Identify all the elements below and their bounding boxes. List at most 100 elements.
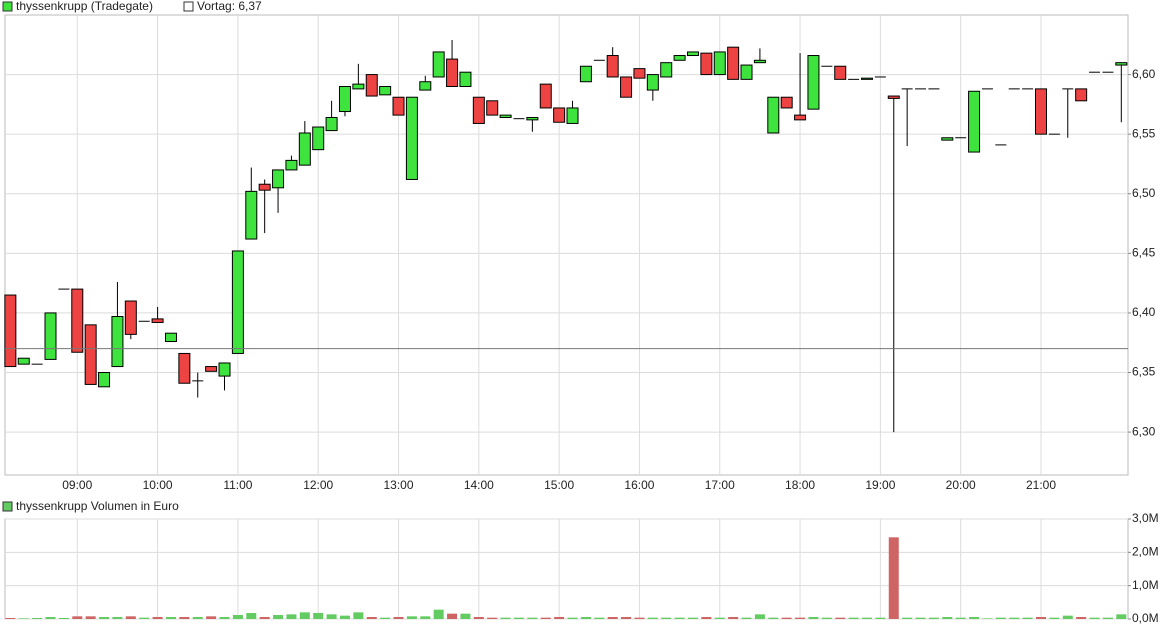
candle-body (178, 352, 191, 384)
volume-bar (714, 617, 725, 619)
volume-bar (821, 617, 832, 619)
legend-label: thyssenkrupp (Tradegate) (16, 0, 153, 13)
volume-bar (165, 617, 176, 619)
x-tick-label: 13:00 (384, 478, 414, 492)
candle-body (807, 55, 820, 110)
y-tick-label: 1,0M (1132, 578, 1159, 592)
volume-bar (1116, 614, 1127, 619)
candle-body (405, 96, 418, 180)
candle-body (84, 324, 97, 385)
x-tick-label: 10:00 (143, 478, 173, 492)
volume-bar (273, 615, 284, 619)
x-tick-label: 14:00 (464, 478, 494, 492)
volume-bar (112, 617, 123, 619)
volume-bar (326, 614, 337, 619)
volume-bar (152, 617, 163, 619)
volume-bar (1089, 617, 1100, 619)
candle-body (700, 52, 713, 76)
volume-bar (634, 617, 645, 619)
volume-bar (701, 617, 712, 619)
x-tick-label: 19:00 (865, 478, 895, 492)
x-tick-label: 20:00 (946, 478, 976, 492)
volume-bar (1035, 617, 1046, 619)
candle-body (727, 46, 740, 80)
volume-bar (246, 613, 257, 619)
volume-bar (206, 616, 217, 619)
plot-frame (4, 14, 1129, 476)
candle-body (124, 300, 137, 335)
volume-bar (647, 617, 658, 619)
candle-body (205, 366, 218, 372)
candle-body (660, 62, 673, 78)
x-tick-label: 17:00 (705, 478, 735, 492)
candle-body (17, 357, 30, 365)
candle-body (646, 74, 659, 91)
volume-bar (380, 617, 391, 619)
y-tick-label: 2,0M (1132, 545, 1159, 559)
candle-body (379, 86, 392, 96)
y-tick-label: 6,40 (1132, 305, 1156, 319)
volume-bar (433, 609, 444, 619)
plot-frame (4, 518, 1129, 620)
volume-bar (1049, 617, 1060, 619)
volume-bar (139, 617, 150, 619)
candle-body (968, 90, 981, 153)
candle-body (245, 190, 258, 240)
candle-body (298, 132, 311, 166)
volume-bar (888, 537, 899, 619)
volume-bar (928, 617, 939, 619)
candle-body (419, 81, 432, 91)
volume-bar (1062, 615, 1073, 619)
candle-body (606, 55, 619, 78)
volume-bar (902, 617, 913, 619)
volume-bar (5, 618, 16, 619)
candle-body (459, 71, 472, 88)
candle-body (4, 294, 17, 368)
volume-bar (232, 615, 243, 619)
volume-bar (353, 612, 364, 619)
x-tick-label: 15:00 (544, 478, 574, 492)
volume-bar (915, 617, 926, 619)
y-tick-label: 6,45 (1132, 246, 1156, 260)
candle-body (1075, 88, 1088, 102)
candle-body (673, 55, 686, 61)
volume-bar (942, 617, 953, 619)
volume-bar (99, 617, 110, 619)
legend-swatch (183, 1, 194, 12)
candle-body (285, 159, 298, 171)
candle-body (620, 76, 633, 98)
x-tick-label: 18:00 (785, 478, 815, 492)
volume-bar (674, 617, 685, 619)
candle-body (446, 58, 459, 88)
volume-bar (1009, 617, 1020, 619)
volume-bar (995, 617, 1006, 619)
y-tick-label: 6,35 (1132, 365, 1156, 379)
candle-body (740, 64, 753, 80)
volume-bar (768, 617, 779, 619)
candle-body (218, 362, 231, 377)
candle-body (98, 372, 111, 388)
y-tick-label: 3,0M (1132, 511, 1159, 525)
x-tick-label: 21:00 (1026, 478, 1056, 492)
volume-bar (406, 616, 417, 619)
volume-bar (1022, 617, 1033, 619)
candle-body (526, 116, 539, 121)
volume-bar (487, 617, 498, 619)
candle-body (164, 332, 177, 343)
volume-bar (313, 613, 324, 619)
volume-bar (848, 617, 859, 619)
legend-swatch (2, 1, 13, 12)
volume-bar (835, 617, 846, 619)
candle-body (753, 59, 766, 64)
volume-bar (795, 617, 806, 619)
volume-bar (982, 618, 993, 619)
candle-body (44, 312, 57, 360)
volume-bar (125, 616, 136, 619)
candle-body (887, 95, 900, 99)
volume-bar (393, 617, 404, 619)
volume-bar (45, 617, 56, 619)
candle-body (365, 74, 378, 97)
volume-bar (540, 617, 551, 619)
candle-body (352, 83, 365, 90)
